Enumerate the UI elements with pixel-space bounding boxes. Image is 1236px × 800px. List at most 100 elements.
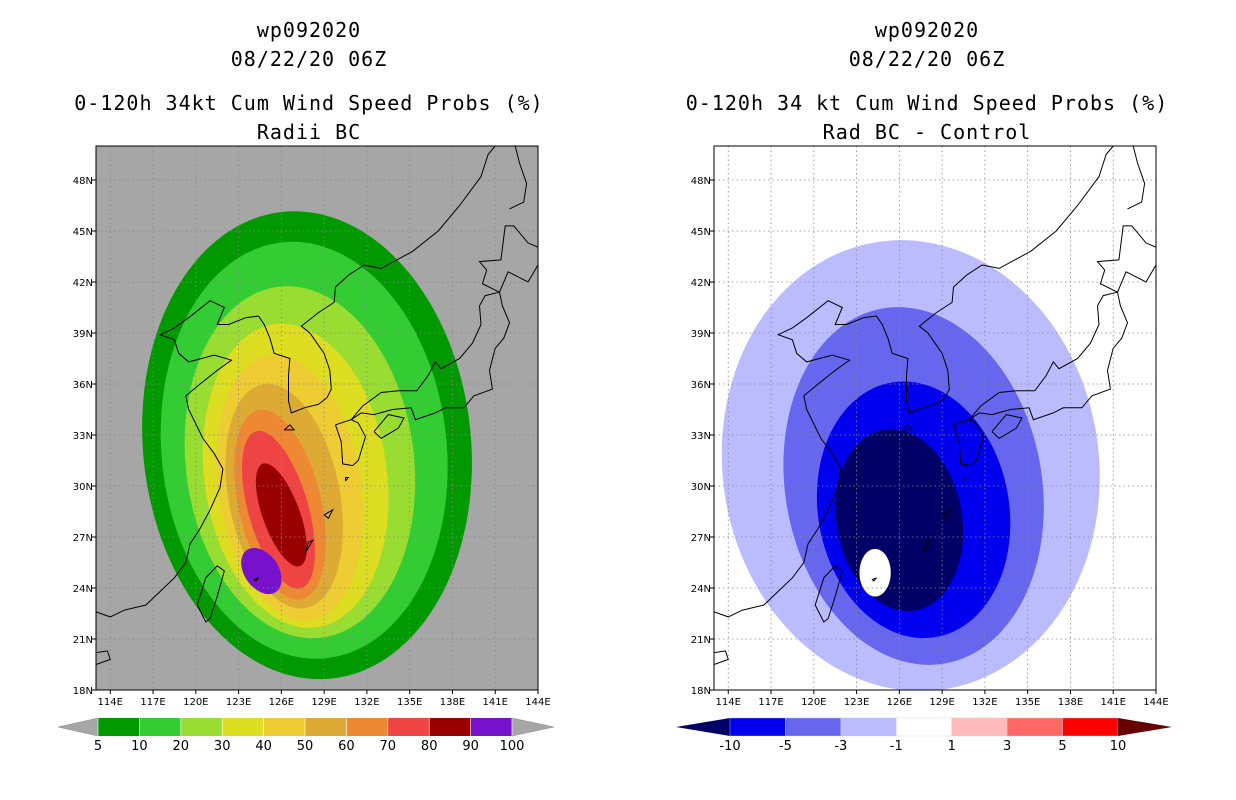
colorbar-label: 5 xyxy=(1058,739,1066,754)
y-tick-label: 30N xyxy=(73,482,93,493)
x-tick-label: 114E xyxy=(98,697,123,708)
colorbar-swatch xyxy=(729,717,786,737)
y-tick-label: 39N xyxy=(73,329,93,340)
x-tick-label: 129E xyxy=(311,697,336,708)
y-tick-label: 33N xyxy=(73,431,93,442)
y-tick-label: 36N xyxy=(73,380,93,391)
colorbar-label: 80 xyxy=(421,739,438,754)
left-panel: wp092020 08/22/20 06Z 0-120h 34kt Cum Wi… xyxy=(57,18,555,754)
colorbar-swatch xyxy=(387,718,430,736)
y-tick-label: 18N xyxy=(691,686,711,697)
x-tick-label: 117E xyxy=(140,697,165,708)
colorbar-label: 10 xyxy=(131,739,148,754)
coastline xyxy=(348,146,496,276)
forecast-date: 08/22/20 06Z xyxy=(230,47,388,71)
y-tick-label: 27N xyxy=(73,533,93,544)
colorbar-swatch xyxy=(840,717,897,737)
x-tick-label: 138E xyxy=(440,697,465,708)
coastline xyxy=(478,225,538,293)
coastline xyxy=(345,477,350,482)
colorbar-swatch xyxy=(346,718,388,736)
coastline xyxy=(335,419,367,467)
chart-title: 0-120h 34 kt Cum Wind Speed Probs (%) xyxy=(685,91,1169,115)
colorbar-label: -3 xyxy=(834,739,847,754)
colorbar-swatch xyxy=(785,717,842,737)
x-tick-label: 138E xyxy=(1058,697,1083,708)
y-tick-label: 18N xyxy=(73,686,93,697)
coastline xyxy=(714,300,877,618)
y-tick-label: 21N xyxy=(73,635,93,646)
colorbar-swatch xyxy=(951,717,1008,737)
coastline xyxy=(876,274,967,414)
colorbar-label: 90 xyxy=(462,739,479,754)
y-tick-label: 42N xyxy=(691,278,711,289)
colorbar-label: -5 xyxy=(779,739,792,754)
colorbar-low-arrow xyxy=(676,718,730,736)
colorbar-swatch xyxy=(470,718,512,736)
colorbar-label: 100 xyxy=(500,739,525,754)
coastline xyxy=(258,274,349,414)
colorbar-swatch xyxy=(139,718,181,736)
coastline xyxy=(350,291,511,421)
coastline xyxy=(871,577,877,582)
colorbar-label: 10 xyxy=(1110,739,1127,754)
coastline xyxy=(509,146,528,210)
colorbar-label: 3 xyxy=(1003,739,1011,754)
x-tick-label: 132E xyxy=(972,697,997,708)
x-tick-label: 129E xyxy=(929,697,954,708)
coastline xyxy=(305,539,314,553)
x-tick-label: 144E xyxy=(1143,697,1168,708)
y-tick-label: 27N xyxy=(691,533,711,544)
coastline xyxy=(963,477,968,482)
y-tick-label: 42N xyxy=(73,278,93,289)
colorbar-swatch xyxy=(1006,717,1063,737)
y-tick-label: 48N xyxy=(73,176,93,187)
x-tick-label: 123E xyxy=(844,697,869,708)
colorbar-swatch xyxy=(98,718,140,736)
y-tick-label: 33N xyxy=(691,431,711,442)
y-tick-label: 45N xyxy=(73,227,93,238)
y-tick-label: 36N xyxy=(691,380,711,391)
x-tick-label: 126E xyxy=(887,697,912,708)
x-tick-label: 141E xyxy=(483,697,508,708)
x-tick-label: 117E xyxy=(758,697,783,708)
x-tick-label: 126E xyxy=(269,697,294,708)
contour-level-10 xyxy=(241,547,282,595)
colorbar-label: 5 xyxy=(94,739,102,754)
colorbar-label: 1 xyxy=(948,739,956,754)
coastline xyxy=(253,577,259,582)
coastline xyxy=(714,650,729,665)
coastline xyxy=(991,414,1023,440)
x-tick-label: 135E xyxy=(397,697,422,708)
coastline xyxy=(923,539,932,553)
coastline xyxy=(941,508,952,520)
forecast-date: 08/22/20 06Z xyxy=(848,47,1006,71)
coastline xyxy=(96,650,111,665)
coastline xyxy=(966,146,1114,276)
x-tick-label: 114E xyxy=(716,697,741,708)
y-tick-label: 30N xyxy=(691,482,711,493)
coastline xyxy=(196,565,225,623)
right-map-chart: 114E 117E 120E 123E 126E 129E 132E 135E 138E 141E… xyxy=(676,145,1172,754)
y-tick-label: 24N xyxy=(73,584,93,595)
x-tick-label: 132E xyxy=(354,697,379,708)
x-tick-label: 123E xyxy=(226,697,251,708)
colorbar-label: -10 xyxy=(719,739,740,754)
colorbar-label: 30 xyxy=(214,739,231,754)
y-tick-label: 45N xyxy=(691,227,711,238)
storm-id: wp092020 xyxy=(256,18,362,42)
colorbar-high-arrow xyxy=(1118,718,1172,736)
coastline xyxy=(323,508,334,520)
map-frame xyxy=(713,145,1157,691)
colorbar-label: 40 xyxy=(255,739,272,754)
colorbar-swatch xyxy=(429,718,471,736)
colorbar-swatch xyxy=(263,718,305,736)
y-tick-label: 21N xyxy=(691,635,711,646)
left-map-chart: 114E 117E 120E 123E 126E 129E 132E 135E 138E 141E… xyxy=(57,145,555,754)
coastline xyxy=(283,424,296,431)
coastline xyxy=(373,414,405,440)
y-tick-label: 48N xyxy=(691,176,711,187)
y-tick-label: 39N xyxy=(691,329,711,340)
x-tick-label: 141E xyxy=(1101,697,1126,708)
colorbar-label: 70 xyxy=(380,739,397,754)
